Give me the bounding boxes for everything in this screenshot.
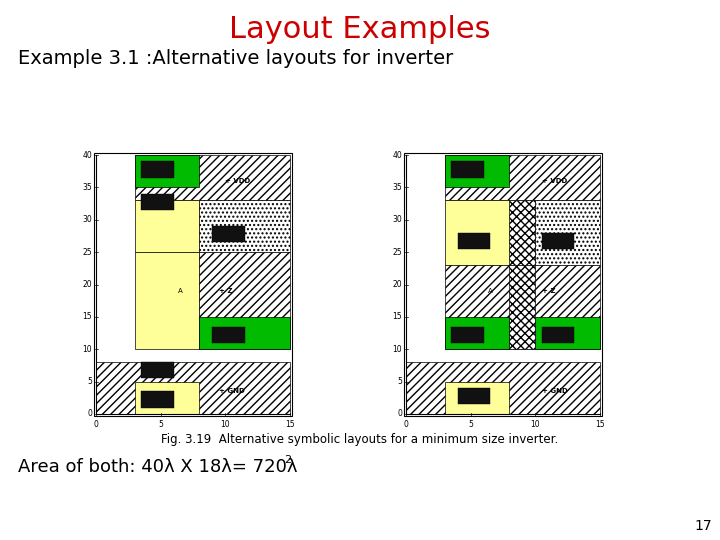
Text: 10: 10 [82, 345, 92, 354]
Text: 15: 15 [392, 312, 402, 321]
Text: 20: 20 [392, 280, 402, 289]
Bar [404, 153, 602, 416]
Text: Area of both: 40λ X 18λ= 720λ: Area of both: 40λ X 18λ= 720λ [18, 458, 297, 476]
Bar [451, 327, 484, 343]
Bar [541, 233, 574, 249]
Text: 40: 40 [82, 151, 92, 159]
Bar [458, 233, 490, 249]
Text: 0: 0 [87, 409, 92, 418]
Bar [212, 327, 245, 343]
Bar [510, 265, 536, 349]
Text: 35: 35 [392, 183, 402, 192]
Text: + VDD: + VDD [541, 178, 567, 184]
Bar [406, 362, 600, 414]
Bar [94, 153, 292, 416]
Text: 5: 5 [87, 377, 92, 386]
Bar [199, 317, 290, 349]
Text: 0: 0 [404, 420, 408, 429]
Text: 10: 10 [392, 345, 402, 354]
Text: 2: 2 [284, 455, 291, 465]
Bar [135, 200, 199, 252]
Text: 15: 15 [82, 312, 92, 321]
Bar [445, 200, 536, 265]
Bar [445, 265, 600, 349]
Bar [536, 317, 600, 349]
Bar [135, 155, 290, 200]
Text: Layout Examples: Layout Examples [229, 16, 491, 44]
Text: + GND: + GND [541, 388, 567, 394]
Text: 20: 20 [82, 280, 92, 289]
Text: + Z: + Z [541, 288, 555, 294]
Text: 10: 10 [531, 420, 540, 429]
Text: 25: 25 [392, 248, 402, 256]
Bar [141, 362, 174, 379]
Bar [141, 194, 174, 210]
Bar [141, 392, 174, 408]
Text: + Z: + Z [219, 288, 233, 294]
Text: + VDD: + VDD [225, 178, 251, 184]
Bar [135, 155, 199, 187]
Text: 15: 15 [595, 420, 605, 429]
Text: + GND: + GND [219, 388, 245, 394]
Text: Example 3.1 :Alternative layouts for inverter: Example 3.1 :Alternative layouts for inv… [18, 49, 454, 68]
Text: 25: 25 [82, 248, 92, 256]
Bar [141, 161, 174, 178]
Text: 5: 5 [397, 377, 402, 386]
Text: 0: 0 [94, 420, 99, 429]
Text: Fig. 3.19  Alternative symbolic layouts for a minimum size inverter.: Fig. 3.19 Alternative symbolic layouts f… [161, 434, 559, 447]
Text: 35: 35 [82, 183, 92, 192]
Bar [451, 161, 484, 178]
Bar [445, 317, 510, 349]
Text: 30: 30 [82, 215, 92, 224]
Bar [510, 200, 536, 265]
Text: 40: 40 [392, 151, 402, 159]
Text: A: A [178, 288, 182, 294]
Bar [199, 252, 290, 349]
Bar [96, 362, 290, 414]
Bar [135, 382, 199, 414]
Bar [458, 388, 490, 404]
Bar [445, 382, 510, 414]
Text: 15: 15 [285, 420, 294, 429]
Bar [135, 252, 199, 349]
Bar [199, 200, 290, 252]
Bar [445, 155, 600, 200]
Text: 0: 0 [397, 409, 402, 418]
Text: 17: 17 [694, 519, 712, 533]
Bar [445, 155, 510, 187]
Text: 5: 5 [468, 420, 473, 429]
Text: A: A [487, 288, 492, 294]
Bar [68, 147, 298, 432]
Text: 30: 30 [392, 215, 402, 224]
Text: 10: 10 [220, 420, 230, 429]
Bar [541, 327, 574, 343]
Text: 5: 5 [158, 420, 163, 429]
Bar [378, 147, 608, 432]
Bar [212, 226, 245, 242]
Bar [536, 200, 600, 265]
